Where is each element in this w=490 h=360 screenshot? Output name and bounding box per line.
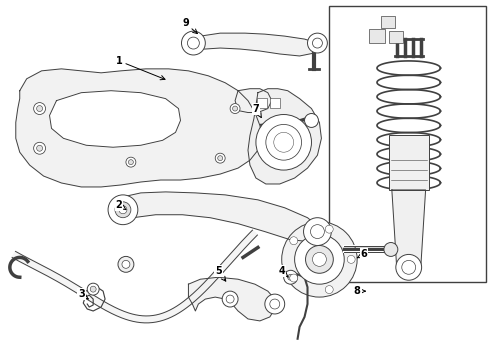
Circle shape bbox=[284, 270, 297, 284]
Text: 1: 1 bbox=[116, 56, 165, 80]
Polygon shape bbox=[191, 33, 319, 56]
Circle shape bbox=[313, 252, 326, 266]
Text: 2: 2 bbox=[116, 200, 126, 210]
Circle shape bbox=[306, 246, 333, 273]
Circle shape bbox=[222, 291, 238, 307]
Text: 5: 5 bbox=[215, 266, 226, 281]
Circle shape bbox=[119, 206, 127, 214]
Circle shape bbox=[265, 294, 285, 314]
Circle shape bbox=[128, 159, 133, 165]
Circle shape bbox=[233, 106, 238, 111]
Circle shape bbox=[215, 153, 225, 163]
Circle shape bbox=[303, 218, 331, 246]
Polygon shape bbox=[235, 89, 272, 113]
Circle shape bbox=[34, 142, 46, 154]
Circle shape bbox=[288, 274, 294, 280]
Bar bbox=[389, 135, 429, 190]
Bar bbox=[389, 31, 403, 43]
Circle shape bbox=[294, 235, 344, 284]
Circle shape bbox=[218, 156, 222, 161]
Circle shape bbox=[118, 256, 134, 272]
Bar bbox=[257, 98, 267, 108]
Circle shape bbox=[230, 104, 240, 113]
Circle shape bbox=[347, 255, 355, 264]
Text: 7: 7 bbox=[252, 104, 261, 118]
Circle shape bbox=[90, 286, 96, 292]
Circle shape bbox=[37, 145, 43, 151]
Text: 4: 4 bbox=[278, 266, 288, 277]
Text: 9: 9 bbox=[182, 18, 197, 33]
Circle shape bbox=[37, 105, 43, 112]
Circle shape bbox=[115, 202, 131, 218]
Circle shape bbox=[396, 255, 421, 280]
Circle shape bbox=[256, 114, 312, 170]
Circle shape bbox=[325, 225, 333, 233]
Polygon shape bbox=[12, 230, 257, 323]
Polygon shape bbox=[189, 277, 275, 321]
Circle shape bbox=[126, 157, 136, 167]
Bar bbox=[329, 6, 486, 282]
Circle shape bbox=[305, 113, 318, 127]
Text: 6: 6 bbox=[357, 249, 368, 260]
Polygon shape bbox=[49, 91, 180, 147]
Bar bbox=[270, 98, 280, 108]
Circle shape bbox=[34, 103, 46, 114]
Text: 3: 3 bbox=[78, 289, 88, 299]
Circle shape bbox=[290, 274, 298, 282]
Circle shape bbox=[290, 237, 298, 245]
Bar bbox=[381, 16, 395, 28]
Polygon shape bbox=[16, 69, 262, 187]
Text: 8: 8 bbox=[354, 286, 365, 296]
Circle shape bbox=[325, 285, 333, 293]
Circle shape bbox=[108, 195, 138, 225]
Polygon shape bbox=[248, 89, 321, 184]
Circle shape bbox=[384, 243, 398, 256]
Circle shape bbox=[181, 31, 205, 55]
Polygon shape bbox=[119, 192, 319, 242]
Bar bbox=[369, 29, 385, 43]
Circle shape bbox=[122, 260, 130, 268]
Polygon shape bbox=[392, 190, 426, 269]
Circle shape bbox=[282, 222, 357, 297]
Circle shape bbox=[308, 33, 327, 53]
Circle shape bbox=[87, 283, 99, 295]
